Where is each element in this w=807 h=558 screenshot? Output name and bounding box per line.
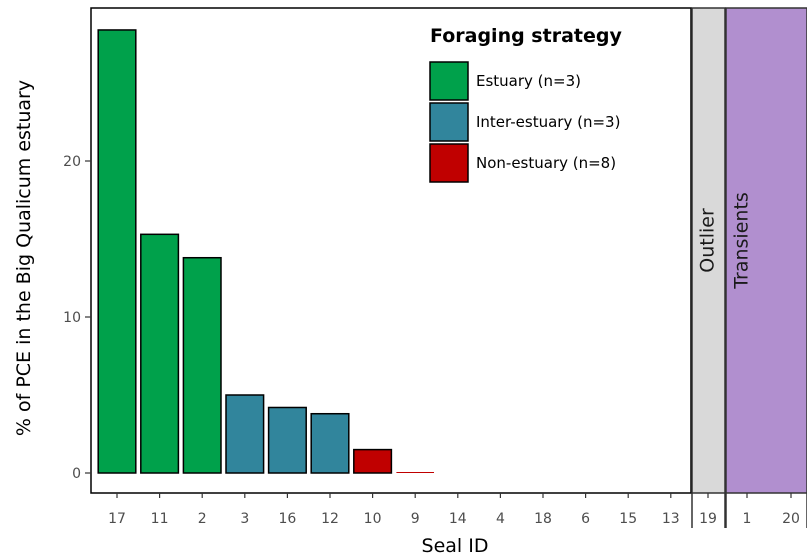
legend-label-inter: Inter-estuary (n=3) <box>476 113 620 131</box>
x-tick-label-19: 19 <box>699 511 717 527</box>
outlier-panel: Outlier <box>691 7 726 528</box>
bar-seal-11 <box>140 233 180 474</box>
bars <box>97 29 434 474</box>
legend: Foraging strategy Estuary (n=3) Inter-estu… <box>429 25 622 183</box>
x-tick-label-20: 20 <box>782 511 800 527</box>
legend-label-estuary: Estuary (n=3) <box>476 72 581 90</box>
bar-seal-9 <box>396 472 434 473</box>
y-tick-label: 10 <box>63 310 81 326</box>
x-tick-label-1: 1 <box>743 511 752 527</box>
bar-seal-10 <box>353 448 393 474</box>
bar-seal-17 <box>97 29 137 474</box>
y-axis: 0 10 20 <box>63 154 91 482</box>
x-tick-label-12: 12 <box>321 511 339 527</box>
strip-transients <box>725 7 807 494</box>
x-tick-label-11: 11 <box>151 511 169 527</box>
strip-outlier <box>691 7 726 494</box>
transients-panel: Transients <box>725 7 807 528</box>
x-tick-label-16: 16 <box>278 511 296 527</box>
x-tick-label-18: 18 <box>534 511 552 527</box>
x-tick-label-10: 10 <box>364 511 382 527</box>
x-axis-title: Seal ID <box>422 535 489 557</box>
bar-seal-3 <box>225 394 265 474</box>
x-tick-label-4: 4 <box>496 511 505 527</box>
x-tick-label-9: 9 <box>411 511 420 527</box>
legend-swatch-inter <box>429 102 469 142</box>
bar-seal-2 <box>182 256 222 474</box>
strip-label-outlier: Outlier <box>697 208 719 273</box>
x-tick-label-13: 13 <box>662 511 680 527</box>
x-tick-label-14: 14 <box>449 511 467 527</box>
legend-label-non: Non-estuary (n=8) <box>476 154 616 172</box>
y-tick-label: 20 <box>63 154 81 170</box>
legend-swatch-estuary <box>429 61 469 101</box>
x-tick-label-6: 6 <box>581 511 590 527</box>
legend-title: Foraging strategy <box>430 25 622 47</box>
x-tick-label-17: 17 <box>108 511 126 527</box>
bar-seal-16 <box>267 406 307 474</box>
main-panel-frame <box>90 7 692 494</box>
x-tick-label-2: 2 <box>198 511 207 527</box>
strip-label-transients: Transients <box>731 192 753 290</box>
legend-swatch-non <box>429 143 469 183</box>
x-tick-label-15: 15 <box>619 511 637 527</box>
main-panel <box>90 7 692 494</box>
y-axis-title: % of PCE in the Big Qualicum estuary <box>13 80 35 436</box>
y-tick-label: 0 <box>72 466 81 482</box>
x-tick-label-3: 3 <box>240 511 249 527</box>
x-axis: 17 11 2 3 16 12 10 9 14 4 18 6 15 13 19 1 20 <box>108 493 800 527</box>
bar-seal-12 <box>310 412 350 474</box>
